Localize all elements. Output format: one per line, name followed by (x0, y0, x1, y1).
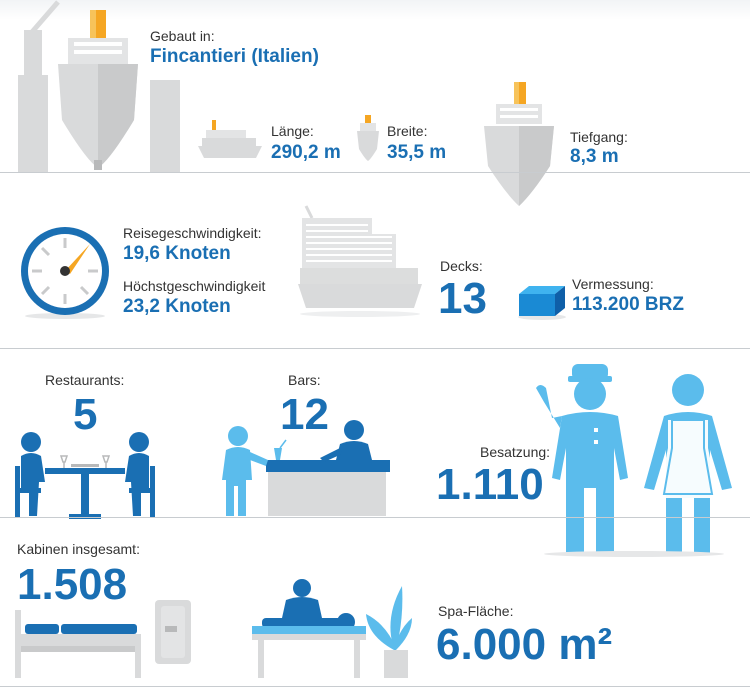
spa-label: Spa-Fläche: (438, 603, 514, 619)
restaurants-value: 5 (73, 390, 98, 439)
max-speed-label: Höchstgeschwindigkeit (123, 278, 266, 294)
cabins-value: 1.508 (17, 560, 128, 609)
width-label: Breite: (387, 123, 428, 139)
cruise-speed-value: 19,6 Knoten (123, 243, 231, 264)
divider-2 (0, 348, 750, 349)
cruise-speed-label: Reisegeschwindigkeit: (123, 225, 262, 241)
length-value: 290,2 m (271, 142, 341, 163)
crew-value: 1.110 (436, 460, 544, 509)
cabins-label: Kabinen insgesamt: (17, 541, 140, 557)
divider-bottom (0, 686, 750, 687)
draft-value: 8,3 m (570, 146, 619, 167)
built-label: Gebaut in: (150, 28, 215, 44)
cabin-beds-illustration (15, 600, 191, 678)
spa-illustration (252, 579, 412, 678)
ship-front-icon (357, 115, 379, 161)
tonnage-label: Vermessung: (572, 276, 654, 292)
cruise-ship-illustration (298, 205, 422, 317)
draft-label: Tiefgang: (570, 129, 628, 145)
spa-value: 6.000 m² (436, 620, 613, 669)
crew-label: Besatzung: (480, 444, 551, 460)
crew-illustration (536, 364, 732, 557)
divider-3 (0, 517, 750, 518)
divider-1 (0, 172, 750, 173)
compass-icon (21, 227, 109, 319)
restaurants-label: Restaurants: (45, 372, 125, 388)
bars-value: 12 (280, 390, 329, 439)
tonnage-cube-icon (518, 286, 566, 320)
bar-counter-illustration (222, 420, 390, 516)
restaurant-table-illustration (15, 432, 155, 519)
ship-draft-icon (484, 82, 554, 206)
ship-side-icon (198, 120, 262, 158)
shipyard-illustration (18, 0, 180, 173)
decks-value: 13 (438, 274, 487, 323)
max-speed-value: 23,2 Knoten (123, 296, 231, 317)
width-value: 35,5 m (387, 142, 447, 163)
built-value: Fincantieri (Italien) (150, 46, 319, 67)
length-label: Länge: (271, 123, 314, 139)
header-band (0, 0, 750, 20)
bars-label: Bars: (288, 372, 321, 388)
tonnage-value: 113.200 BRZ (572, 294, 684, 315)
decks-label: Decks: (440, 258, 483, 274)
